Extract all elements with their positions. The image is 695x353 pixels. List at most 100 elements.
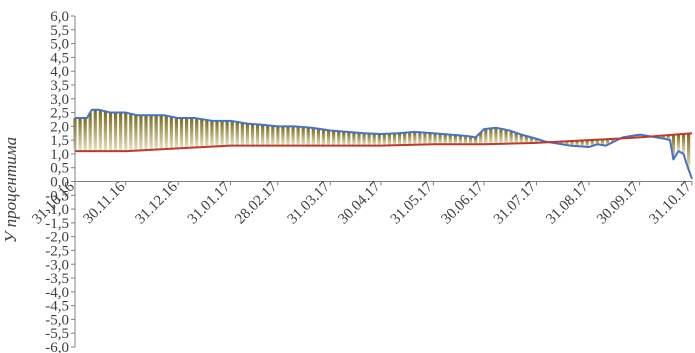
spread-bar [570, 140, 574, 146]
spread-bar [529, 137, 534, 144]
spread-bar [676, 134, 681, 152]
y-tick-label: 2,0 [50, 119, 69, 135]
x-tick-label: 30.11.16 [80, 179, 128, 227]
spread-bar [433, 133, 437, 145]
y-tick-label: -3,5 [45, 271, 69, 287]
spread-bar [357, 132, 361, 146]
spread-bar [164, 115, 168, 150]
spread-bar [504, 129, 508, 144]
y-tick-label: 4,5 [50, 50, 69, 66]
spread-bar [113, 112, 118, 152]
spread-bar [499, 128, 503, 144]
spread-bar [413, 131, 417, 145]
x-tick-label: 30.06.17 [438, 179, 487, 228]
spread-bar [595, 139, 599, 145]
spread-bar [666, 135, 670, 140]
series-line-2 [75, 132, 693, 153]
spread-bar [489, 128, 493, 145]
spread-bar [271, 125, 275, 146]
spread-bar [681, 133, 686, 154]
spread-bar [605, 139, 610, 145]
spread-bar [519, 134, 523, 144]
spread-bar [479, 132, 483, 145]
spread-bar [474, 137, 478, 145]
spread-bar [565, 141, 569, 146]
spread-bar [190, 118, 194, 148]
y-tick-label: 5,5 [50, 23, 69, 39]
spread-bar [347, 131, 351, 146]
spread-bar [403, 132, 407, 146]
spread-bar [139, 115, 143, 151]
y-tick-label: 0,0 [50, 175, 69, 191]
spread-bar [306, 127, 310, 146]
spread-bar [250, 123, 255, 146]
spread-bar [494, 127, 498, 144]
spread-bar [261, 124, 265, 146]
x-axis: 31.10.16 30.11.16 31.12.16 31.01.1728.02.17… [29, 179, 695, 228]
spread-bar [286, 126, 290, 146]
spread-bar [255, 124, 260, 146]
spread-bar [220, 120, 224, 147]
spread-bar [240, 122, 244, 146]
spread-bar [276, 126, 280, 146]
spread-bar [326, 130, 331, 146]
x-tick-label: 31.03.17 [285, 179, 334, 228]
spread-bar [88, 112, 92, 152]
spread-bar [661, 135, 665, 139]
spread-bar [438, 133, 442, 145]
spread-bar [514, 132, 518, 144]
spread-bar [225, 120, 229, 146]
spread-bar [458, 135, 463, 145]
y-tick-label: -2,0 [45, 230, 69, 246]
spread-bar [610, 138, 615, 143]
spread-bar [342, 131, 346, 146]
spread-bar [154, 115, 158, 150]
y-tick-label: -1,0 [45, 202, 69, 218]
spread-bar [468, 136, 473, 145]
spread-bar [352, 132, 356, 146]
spread-bar [448, 134, 452, 145]
spread-bar [311, 127, 315, 146]
x-tick-label: 28.02.17 [232, 179, 281, 228]
y-tick-label: 0,5 [50, 161, 69, 177]
y-tick-label: -2,5 [45, 243, 69, 259]
spread-bar [367, 133, 371, 146]
spread-bar [144, 115, 148, 151]
spread-bar [159, 115, 163, 150]
spread-bar [397, 133, 402, 146]
y-tick-label: 5,0 [50, 37, 69, 53]
spread-bar [124, 112, 128, 152]
x-tick-label: 30.09.17 [594, 179, 643, 228]
spread-bar [301, 127, 305, 146]
spread-bar [134, 114, 138, 151]
spread-bar [600, 139, 605, 146]
y-tick-label: 3,5 [50, 78, 69, 94]
spread-bar [195, 118, 199, 148]
spread-bar [174, 117, 179, 149]
spread-bar [534, 138, 539, 143]
x-tick-label: 31.05.17 [388, 179, 437, 228]
spread-bar [108, 112, 113, 152]
spread-bar [636, 134, 640, 138]
spread-bar [245, 123, 250, 146]
y-tick-label: 2,5 [50, 106, 69, 122]
x-tick-label: 31.10.17 [646, 179, 695, 228]
spread-bar [463, 135, 468, 145]
spread-bar [215, 120, 219, 147]
spread-bar [83, 118, 87, 152]
spread-bar [169, 116, 173, 149]
spread-bar [392, 133, 397, 146]
y-tick-label: -1,5 [45, 216, 69, 232]
spread-bar [575, 140, 579, 147]
spread-bar [387, 133, 392, 146]
spread-bar [230, 121, 234, 146]
x-tick-label: 31.08.17 [543, 179, 592, 228]
spread-bar [200, 119, 204, 148]
spread-bar [377, 133, 381, 146]
y-tick-label: -0,5 [45, 188, 69, 204]
spread-bar [210, 120, 214, 147]
y-tick-label: 1,5 [50, 133, 69, 149]
spread-bar [539, 140, 544, 143]
spread-bar [382, 133, 386, 146]
spread-bar [443, 134, 447, 145]
